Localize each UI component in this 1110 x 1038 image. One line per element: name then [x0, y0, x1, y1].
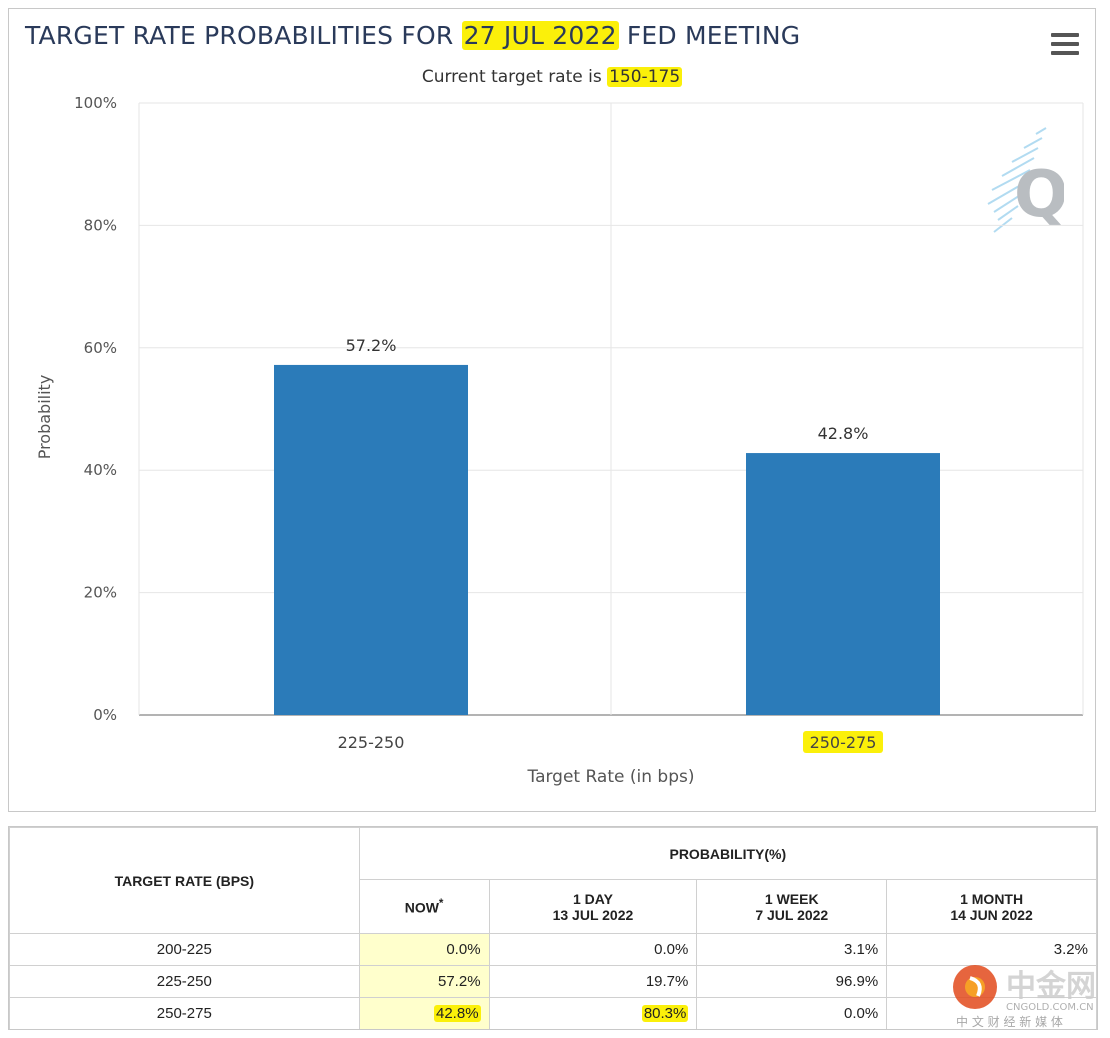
cngold-logo-tagline: 中 文 财 经 新 媒 体 [956, 1014, 1063, 1029]
chart-title: TARGET RATE PROBABILITIES FOR 27 JUL 202… [25, 21, 800, 50]
column-header-2: 1 WEEK 7 JUL 2022 [696, 879, 888, 934]
column-header-label: 1 WEEK [764, 890, 819, 907]
x-axis-title: Target Rate (in bps) [527, 767, 695, 787]
cngold-logo-url: CNGOLD.COM.CN [1006, 1002, 1094, 1013]
column-header-date: 14 JUN 2022 [950, 906, 1033, 923]
y-tick-label: 0% [93, 706, 117, 724]
y-tick-label: 100% [74, 94, 117, 112]
probability-table: TARGET RATE (BPS) PROBABILITY(%) NOW* 1 D… [9, 827, 1097, 1029]
cngold-logo-text: 中金网 [1006, 969, 1096, 1004]
category-highlight [803, 731, 883, 753]
bar-250-275[interactable] [746, 453, 940, 715]
probability-cell: 19.7% [488, 965, 698, 998]
cngold-watermark-logo: 中金网 CNGOLD.COM.CN 中 文 财 经 新 媒 体 [953, 965, 1096, 1029]
table-row: 225-250 57.2% 19.7% 96.9% [9, 965, 1097, 998]
column-header-date: 7 JUL 2022 [755, 906, 829, 923]
probability-header: PROBABILITY(%) [358, 827, 1097, 880]
svg-text:Q: Q [1014, 158, 1064, 232]
column-header-0: NOW* [358, 879, 490, 934]
q-watermark-icon: Q [987, 127, 1064, 233]
title-prefix: TARGET RATE PROBABILITIES FOR [25, 21, 462, 50]
probability-cell: 42.8% [358, 997, 490, 1029]
data-label: 42.8% [818, 424, 869, 443]
y-tick-label: 40% [84, 461, 117, 479]
rate-cell: 225-250 [9, 965, 360, 998]
rate-cell: 200-225 [9, 933, 360, 966]
probability-table-panel: TARGET RATE (BPS) PROBABILITY(%) NOW* 1 D… [8, 826, 1098, 1030]
table-row: 200-225 0.0% 0.0% 3.1% 3.2% [9, 933, 1097, 966]
subtitle-prefix: Current target rate is [421, 67, 608, 87]
probability-cell: 80.3% [488, 997, 698, 1029]
column-header-3: 1 MONTH 14 JUN 2022 [886, 879, 1097, 934]
y-tick-label: 80% [84, 216, 117, 234]
rate-cell: 250-275 [9, 997, 360, 1029]
y-tick-label: 60% [84, 339, 117, 357]
probability-cell: 0.0% [696, 997, 888, 1029]
subtitle-rate: 150-175 [607, 67, 683, 87]
y-tick-label: 20% [84, 584, 117, 602]
probability-cell: 96.9% [696, 965, 888, 998]
column-header-1: 1 DAY 13 JUL 2022 [488, 879, 698, 934]
data-label: 57.2% [346, 336, 397, 355]
probability-cell: 3.1% [696, 933, 888, 966]
column-header-date: 13 JUL 2022 [552, 906, 634, 923]
bar-225-250[interactable] [274, 364, 468, 715]
x-tick-label: 250-275 [810, 733, 877, 752]
probability-cell: 0.0% [358, 933, 490, 966]
x-tick-label: 225-250 [338, 733, 405, 752]
title-date: 27 JUL 2022 [461, 21, 619, 50]
bar-chart: 0% 20% 40% 60% 80% 100% 57.2% 225-250 42.8% 250-2… [35, 94, 1084, 787]
probability-cell: 3.2% [886, 933, 1097, 966]
chart-subtitle: Current target rate is 150-175 [9, 67, 1095, 87]
target-rate-header: TARGET RATE (BPS) [9, 827, 360, 934]
probability-cell: 0.0% [488, 933, 698, 966]
probability-cell: 57.2% [358, 965, 490, 998]
title-suffix: FED MEETING [618, 21, 801, 50]
column-header-label: NOW* [404, 897, 444, 916]
y-axis-title: Probability [35, 375, 54, 460]
column-header-label: 1 DAY [572, 890, 613, 907]
chart-panel: TARGET RATE PROBABILITIES FOR 27 JUL 202… [8, 8, 1096, 812]
hamburger-menu-icon[interactable] [1051, 33, 1079, 55]
column-header-label: 1 MONTH [960, 890, 1024, 907]
table-row: 250-275 42.8% 80.3% 0.0% [9, 997, 1097, 1029]
column-header-footnote: * [438, 897, 444, 911]
